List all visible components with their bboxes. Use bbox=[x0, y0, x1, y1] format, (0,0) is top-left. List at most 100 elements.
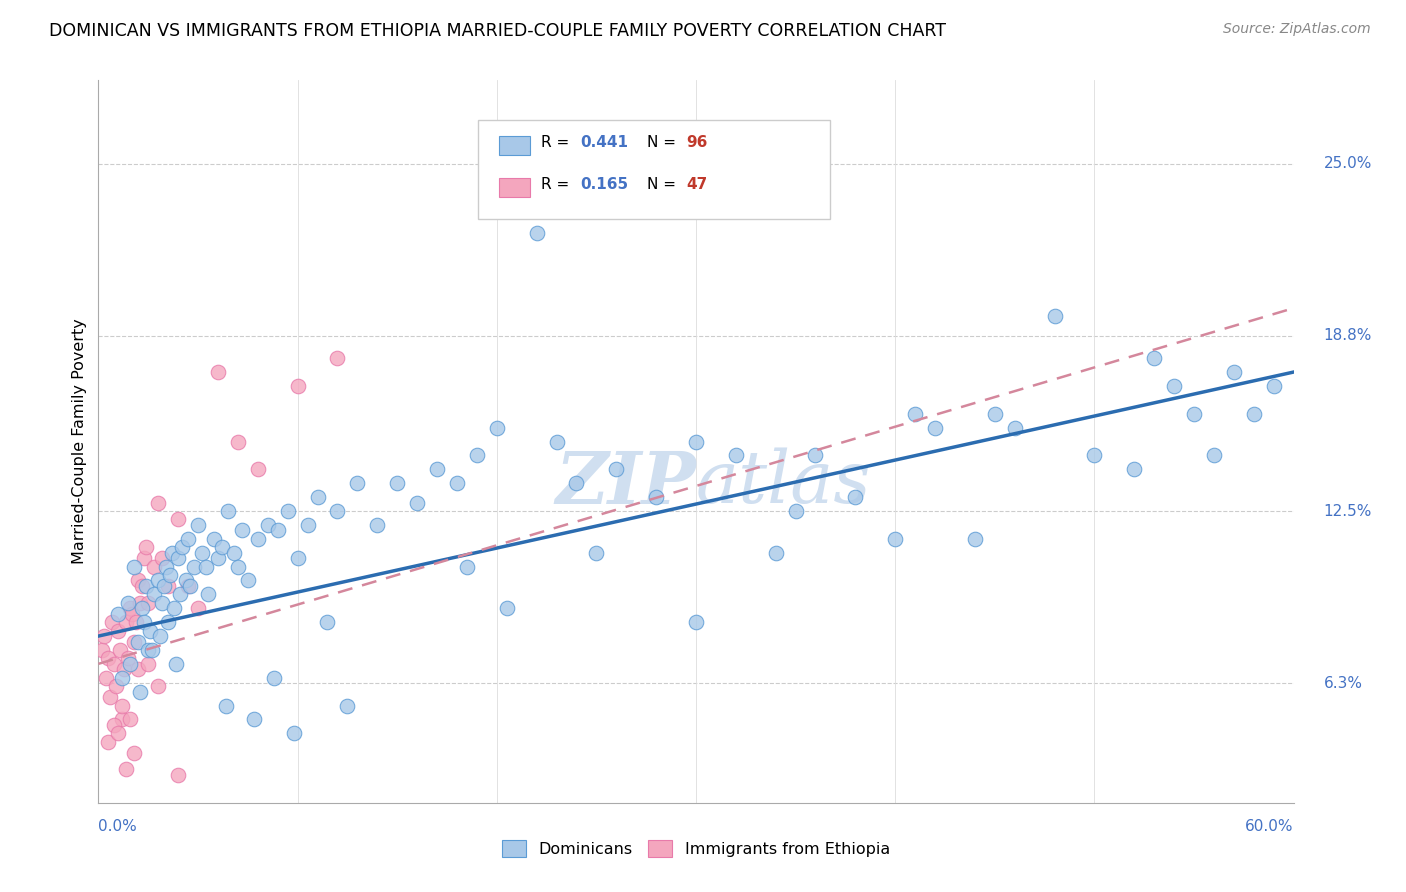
Point bbox=[103, 718, 125, 732]
Point bbox=[127, 634, 149, 648]
Point bbox=[169, 587, 191, 601]
Point bbox=[165, 657, 187, 671]
Point bbox=[1123, 462, 1146, 476]
Point bbox=[163, 601, 186, 615]
Point bbox=[107, 726, 129, 740]
Point bbox=[121, 607, 143, 621]
Legend: Dominicans, Immigrants from Ethiopia: Dominicans, Immigrants from Ethiopia bbox=[495, 834, 897, 863]
Point bbox=[155, 559, 177, 574]
Point bbox=[136, 596, 159, 610]
Text: DOMINICAN VS IMMIGRANTS FROM ETHIOPIA MARRIED-COUPLE FAMILY POVERTY CORRELATION : DOMINICAN VS IMMIGRANTS FROM ETHIOPIA MA… bbox=[49, 22, 946, 40]
Point bbox=[187, 601, 209, 615]
Point bbox=[226, 559, 249, 574]
Point bbox=[135, 540, 157, 554]
Point bbox=[1182, 407, 1205, 421]
Point bbox=[197, 587, 219, 601]
Point bbox=[277, 504, 299, 518]
Point bbox=[1263, 379, 1285, 393]
Text: 6.3%: 6.3% bbox=[1323, 676, 1362, 690]
Point bbox=[316, 615, 339, 630]
Point bbox=[1163, 379, 1185, 393]
Text: N =: N = bbox=[647, 178, 681, 192]
Point bbox=[148, 679, 170, 693]
Point bbox=[97, 734, 120, 748]
Point bbox=[150, 551, 173, 566]
Point bbox=[187, 517, 209, 532]
Text: atlas: atlas bbox=[696, 448, 872, 518]
Point bbox=[129, 684, 152, 698]
Point bbox=[134, 551, 156, 566]
Point bbox=[177, 532, 200, 546]
Point bbox=[326, 351, 349, 366]
Text: 18.8%: 18.8% bbox=[1323, 328, 1372, 343]
Point bbox=[465, 449, 488, 463]
Point bbox=[167, 768, 190, 782]
Point bbox=[167, 551, 190, 566]
Point bbox=[124, 634, 146, 648]
Point bbox=[785, 504, 807, 518]
Point bbox=[177, 579, 200, 593]
Point bbox=[585, 546, 607, 560]
Point bbox=[346, 476, 368, 491]
Point bbox=[160, 546, 183, 560]
Point bbox=[924, 420, 946, 434]
Point bbox=[127, 574, 149, 588]
Point bbox=[685, 615, 707, 630]
Point bbox=[243, 713, 266, 727]
Point bbox=[112, 662, 135, 676]
Point bbox=[1004, 420, 1026, 434]
Point bbox=[226, 434, 249, 449]
Point bbox=[283, 726, 305, 740]
Point bbox=[904, 407, 927, 421]
Point bbox=[127, 662, 149, 676]
Point bbox=[191, 546, 214, 560]
Point bbox=[110, 643, 132, 657]
Text: 0.165: 0.165 bbox=[581, 178, 628, 192]
Point bbox=[884, 532, 907, 546]
Point bbox=[111, 698, 134, 713]
Point bbox=[183, 559, 205, 574]
Text: 60.0%: 60.0% bbox=[1246, 820, 1294, 835]
Point bbox=[963, 532, 986, 546]
Point bbox=[565, 476, 588, 491]
Point bbox=[645, 490, 668, 504]
Point bbox=[120, 601, 142, 615]
Point bbox=[211, 540, 233, 554]
Point bbox=[1202, 449, 1225, 463]
Point bbox=[124, 746, 146, 760]
Text: N =: N = bbox=[647, 136, 681, 150]
Point bbox=[149, 629, 172, 643]
Point bbox=[136, 643, 159, 657]
Text: 25.0%: 25.0% bbox=[1323, 156, 1372, 171]
Point bbox=[143, 559, 166, 574]
Point bbox=[141, 643, 163, 657]
Point bbox=[150, 596, 173, 610]
Point bbox=[111, 671, 134, 685]
Point bbox=[172, 540, 194, 554]
Point bbox=[495, 601, 517, 615]
Point bbox=[93, 629, 115, 643]
Point bbox=[120, 657, 142, 671]
Point bbox=[105, 679, 128, 693]
Point bbox=[724, 449, 747, 463]
Point bbox=[246, 462, 269, 476]
Y-axis label: Married-Couple Family Poverty: Married-Couple Family Poverty bbox=[72, 318, 87, 565]
Point bbox=[804, 449, 827, 463]
Text: Source: ZipAtlas.com: Source: ZipAtlas.com bbox=[1223, 22, 1371, 37]
Point bbox=[526, 226, 548, 240]
Point bbox=[485, 420, 508, 434]
Point bbox=[91, 643, 114, 657]
Text: 47: 47 bbox=[686, 178, 707, 192]
Point bbox=[207, 365, 229, 379]
Point bbox=[263, 671, 285, 685]
Point bbox=[385, 476, 409, 491]
Point bbox=[111, 713, 134, 727]
Point bbox=[97, 651, 120, 665]
Point bbox=[131, 579, 153, 593]
Point bbox=[115, 615, 138, 630]
Point bbox=[406, 496, 429, 510]
Point bbox=[217, 504, 239, 518]
Point bbox=[307, 490, 329, 504]
Point bbox=[143, 587, 166, 601]
Point bbox=[117, 651, 139, 665]
